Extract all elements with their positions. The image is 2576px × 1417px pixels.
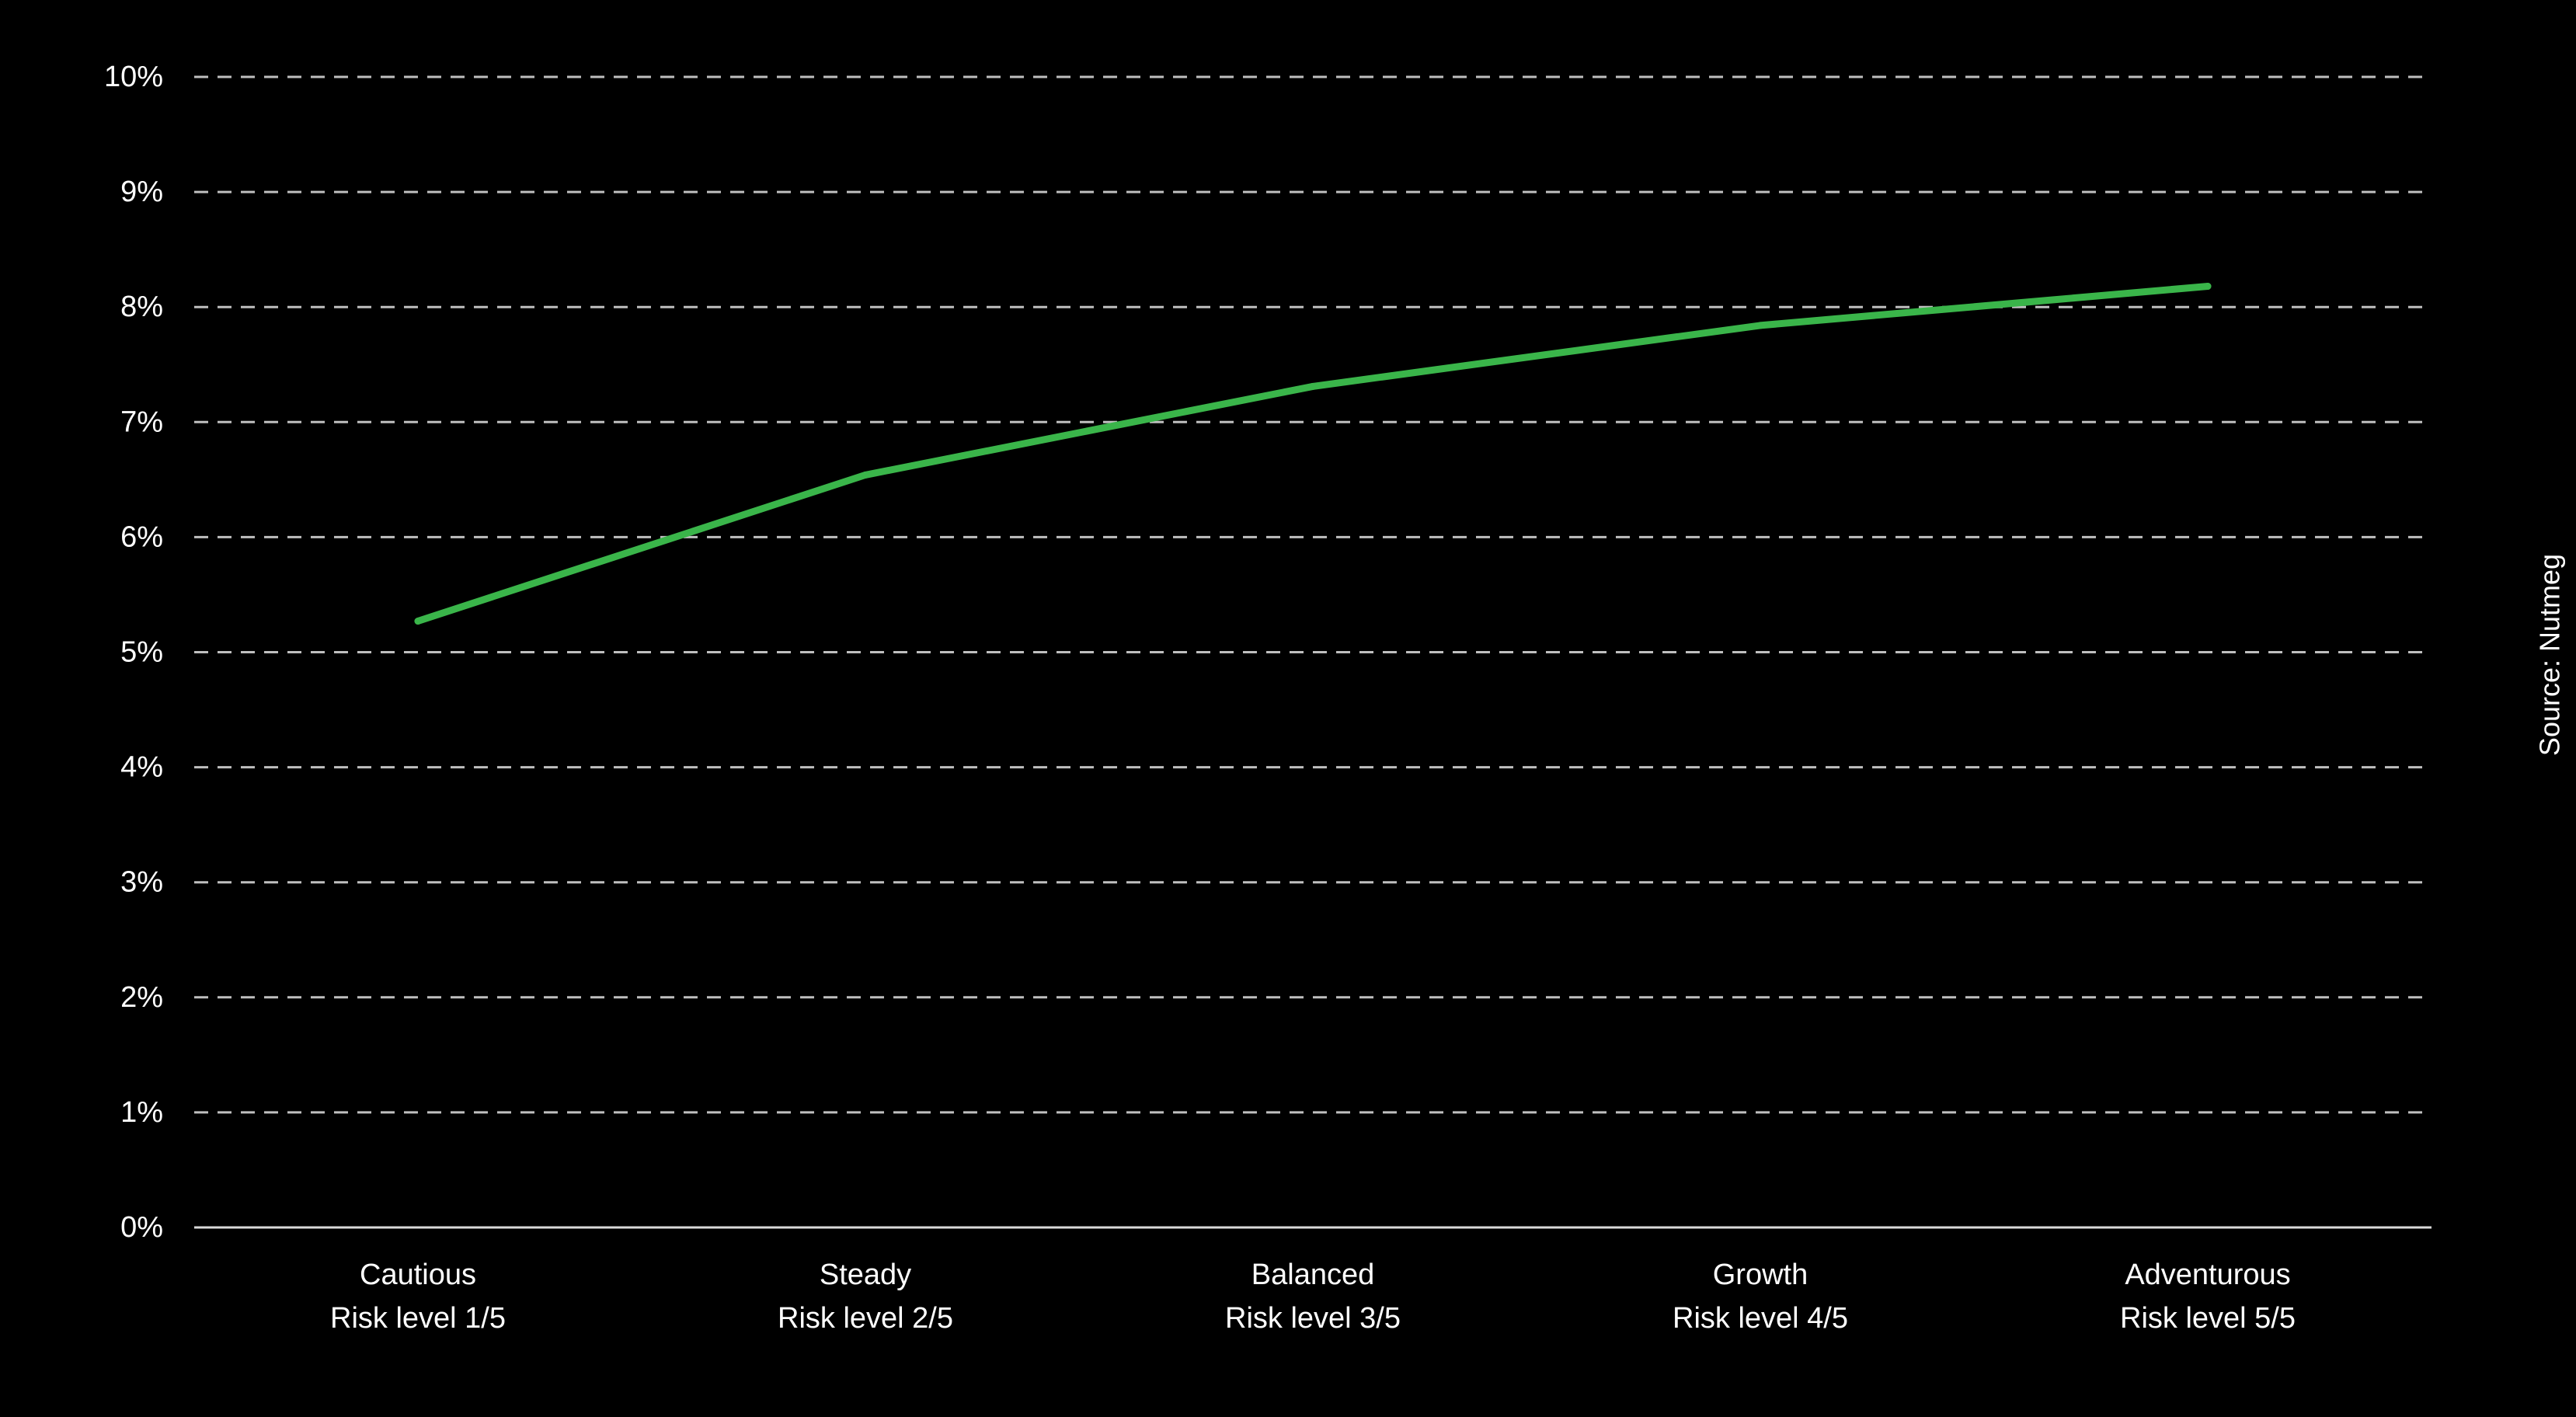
series-line	[414, 283, 2212, 625]
data-point	[2204, 283, 2212, 291]
x-tick-label-name: Steady	[820, 1259, 911, 1291]
y-tick-label: 6%	[120, 520, 163, 553]
x-tick-label: Adventurous Risk level 5/5	[2120, 1259, 2296, 1335]
source-note: Source: Nutmeg	[2534, 554, 2566, 756]
x-tick-label-risk: Risk level 3/5	[1225, 1302, 1401, 1335]
y-axis-tick-labels: 0% 1% 2% 3% 4% 5% 6% 7% 8% 9% 10%	[104, 61, 163, 1244]
y-tick-label: 1%	[120, 1096, 163, 1129]
y-tick-label: 2%	[120, 981, 163, 1014]
x-tick-label: Growth Risk level 4/5	[1673, 1259, 1848, 1335]
x-tick-label-name: Balanced	[1251, 1259, 1374, 1291]
series-layer	[414, 283, 2212, 625]
x-tick-label-risk: Risk level 5/5	[2120, 1302, 2296, 1335]
y-tick-label: 10%	[104, 61, 163, 93]
y-tick-label: 9%	[120, 176, 163, 208]
x-tick-label-risk: Risk level 2/5	[778, 1302, 953, 1335]
y-tick-label: 7%	[120, 406, 163, 438]
data-point	[1756, 322, 1764, 329]
x-tick-label: Steady Risk level 2/5	[778, 1259, 953, 1335]
x-tick-label-name: Adventurous	[2125, 1259, 2290, 1291]
y-tick-label: 5%	[120, 636, 163, 669]
x-tick-label-risk: Risk level 4/5	[1673, 1302, 1848, 1335]
x-tick-label-risk: Risk level 1/5	[330, 1302, 506, 1335]
y-tick-label: 0%	[120, 1211, 163, 1244]
x-tick-label: Cautious Risk level 1/5	[330, 1259, 506, 1335]
y-tick-label: 3%	[120, 866, 163, 899]
data-point	[862, 471, 869, 479]
y-tick-label: 4%	[120, 751, 163, 784]
x-axis-tick-labels: Cautious Risk level 1/5 Steady Risk level 2…	[330, 1259, 2296, 1335]
x-tick-label-name: Growth	[1713, 1259, 1808, 1291]
x-tick-label: Balanced Risk level 3/5	[1225, 1259, 1401, 1335]
x-tick-label-name: Cautious	[360, 1259, 476, 1291]
gridlines	[194, 75, 2432, 1229]
y-tick-label: 8%	[120, 291, 163, 323]
data-point	[414, 618, 422, 625]
data-point	[1309, 382, 1317, 390]
